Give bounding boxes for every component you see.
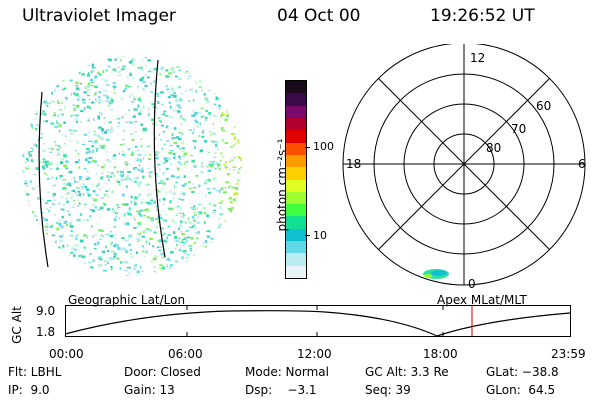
timeline-ylabel: GC Alt xyxy=(10,306,24,344)
info-ip: IP: 9.0 xyxy=(8,383,50,397)
colorbar-label: photon cm⁻²s⁻¹ xyxy=(275,138,289,232)
colorbar-tick-10: 10 xyxy=(313,229,327,242)
info-glon: GLon: 64.5 xyxy=(486,383,556,397)
lat-label-80: 80 xyxy=(486,141,501,155)
aurora-blob xyxy=(423,269,449,279)
ytick-9: 9.0 xyxy=(36,304,56,318)
mlt-label-right: 6 xyxy=(578,157,586,171)
mlt-label-top: 12 xyxy=(470,51,485,65)
colorbar-tick-100: 100 xyxy=(313,140,334,153)
lat-label-70: 70 xyxy=(511,122,526,136)
xtick-0000: 00:00 xyxy=(49,347,84,361)
timeline-left-label: Geographic Lat/Lon xyxy=(68,293,186,307)
info-flt: Flt: LBHL xyxy=(8,365,62,379)
time-label: 19:26:52 UT xyxy=(430,6,535,26)
mlt-label-left: 18 xyxy=(346,157,361,171)
timeline-plot xyxy=(65,305,571,337)
earth-image xyxy=(22,56,242,276)
polar-plot: 12 18 6 0 60 70 80 xyxy=(342,44,586,291)
instrument-title: Ultraviolet Imager xyxy=(22,6,176,26)
xtick-1800: 18:00 xyxy=(423,347,458,361)
date-label: 04 Oct 00 xyxy=(277,6,361,26)
xtick-0600: 06:00 xyxy=(168,347,203,361)
xtick-2359: 23:59 xyxy=(551,347,586,361)
xtick-1200: 12:00 xyxy=(297,347,332,361)
info-glat: GLat: −38.8 xyxy=(486,365,559,379)
info-seq: Seq: 39 xyxy=(365,383,411,397)
info-gcalt: GC Alt: 3.3 Re xyxy=(365,365,449,379)
info-dsp: Dsp: −3.1 xyxy=(245,383,317,397)
ytick-1-8: 1.8 xyxy=(36,325,56,339)
info-mode: Mode: Normal xyxy=(245,365,329,379)
lat-label-60: 60 xyxy=(536,99,551,113)
timeline-right-label: Apex MLat/MLT xyxy=(437,293,527,307)
mlt-label-bottom: 0 xyxy=(468,277,476,291)
info-gain: Gain: 13 xyxy=(124,383,175,397)
info-door: Door: Closed xyxy=(124,365,201,379)
colorbar xyxy=(285,80,307,279)
